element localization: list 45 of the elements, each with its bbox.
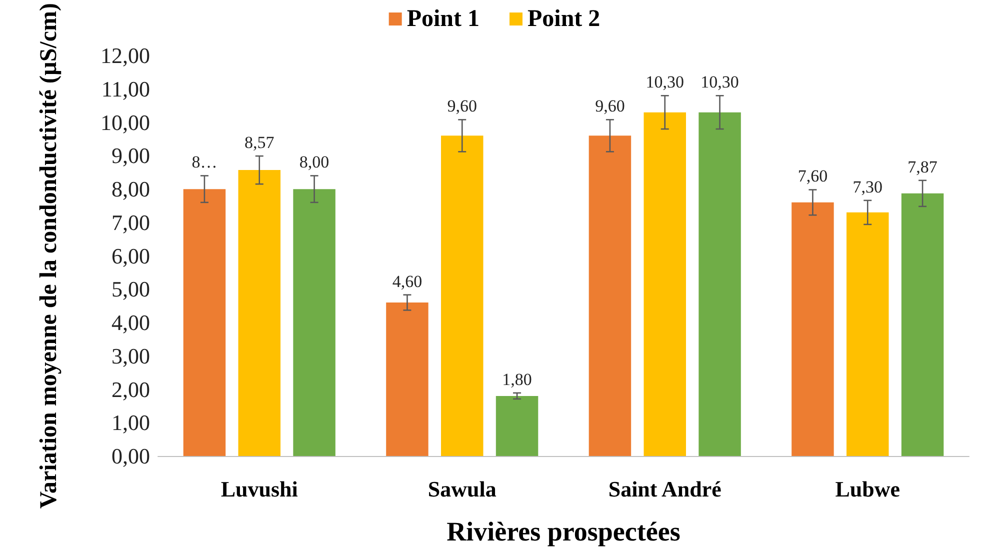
x-tick-label: Saint André (608, 476, 722, 502)
data-label: 7,87 (908, 157, 938, 176)
y-tick-label: 9,00 (112, 143, 150, 168)
data-label: 7,60 (798, 166, 828, 186)
bar (496, 396, 538, 456)
bar (901, 193, 944, 456)
data-label: 10,30 (646, 72, 684, 92)
data-label: 8,00 (299, 152, 330, 172)
data-label: 4,60 (392, 272, 422, 291)
data-label: 8… (192, 152, 218, 172)
y-tick-label: 8,00 (112, 176, 150, 202)
data-label: 1,80 (502, 370, 532, 389)
bar (441, 136, 484, 456)
legend-label: Point 2 (528, 6, 600, 32)
y-tick-label: 4,00 (112, 310, 150, 336)
x-tick-label: Luvushi (220, 476, 298, 502)
y-tick-label: 12,00 (100, 43, 150, 68)
y-tick-label: 5,00 (112, 276, 150, 302)
y-tick-label: 7,00 (112, 210, 150, 235)
y-tick-label: 6,00 (112, 243, 150, 268)
bar (846, 212, 889, 456)
y-tick-label: 10,00 (100, 110, 150, 135)
bar (386, 302, 428, 456)
y-tick-label: 11,00 (101, 76, 150, 102)
x-tick-label: Lubwe (835, 476, 900, 502)
bar (588, 136, 632, 456)
legend-label: Point 1 (406, 6, 480, 32)
y-tick-label: 3,00 (112, 343, 150, 368)
bar (792, 202, 834, 456)
y-axis-title: Variation moyenne de la condonductivité (µS/cm) (36, 3, 62, 509)
bar (698, 112, 741, 456)
bar (293, 189, 336, 456)
x-axis-title: Rivières prospectées (446, 516, 680, 546)
bar (183, 189, 226, 456)
x-tick-label: Sawula (428, 476, 496, 502)
y-tick-label: 0,00 (112, 444, 150, 468)
data-label: 9,60 (447, 96, 477, 116)
data-label: 9,60 (595, 96, 625, 116)
bar (644, 112, 686, 456)
bar (238, 170, 280, 456)
y-tick-label: 1,00 (112, 410, 150, 436)
y-tick-label: 2,00 (112, 376, 150, 402)
data-label: 10,30 (700, 72, 739, 92)
data-label: 7,30 (852, 177, 882, 196)
data-label: 8,57 (244, 133, 275, 152)
